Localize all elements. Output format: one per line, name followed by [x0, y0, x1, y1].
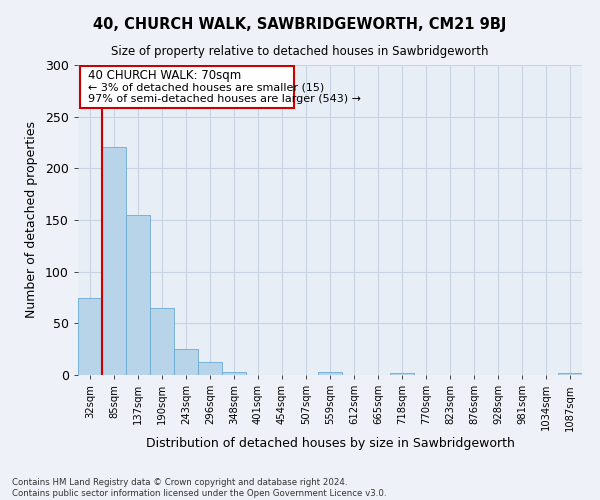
FancyBboxPatch shape	[80, 66, 294, 108]
Bar	[126, 215, 150, 375]
Text: 40, CHURCH WALK, SAWBRIDGEWORTH, CM21 9BJ: 40, CHURCH WALK, SAWBRIDGEWORTH, CM21 9B…	[94, 18, 506, 32]
Bar	[390, 373, 414, 375]
Text: 40 CHURCH WALK: 70sqm: 40 CHURCH WALK: 70sqm	[88, 69, 241, 82]
Bar	[558, 373, 582, 375]
Text: ← 3% of detached houses are smaller (15): ← 3% of detached houses are smaller (15)	[88, 82, 324, 92]
Bar	[198, 362, 222, 375]
Bar	[150, 308, 174, 375]
Bar	[222, 372, 246, 375]
Bar	[318, 372, 342, 375]
Text: Contains HM Land Registry data © Crown copyright and database right 2024.
Contai: Contains HM Land Registry data © Crown c…	[12, 478, 386, 498]
Bar	[174, 349, 198, 375]
Text: 97% of semi-detached houses are larger (543) →: 97% of semi-detached houses are larger (…	[88, 94, 361, 104]
Y-axis label: Number of detached properties: Number of detached properties	[25, 122, 38, 318]
Text: Size of property relative to detached houses in Sawbridgeworth: Size of property relative to detached ho…	[111, 45, 489, 58]
X-axis label: Distribution of detached houses by size in Sawbridgeworth: Distribution of detached houses by size …	[146, 438, 514, 450]
Bar	[102, 146, 126, 375]
Bar	[78, 298, 102, 375]
